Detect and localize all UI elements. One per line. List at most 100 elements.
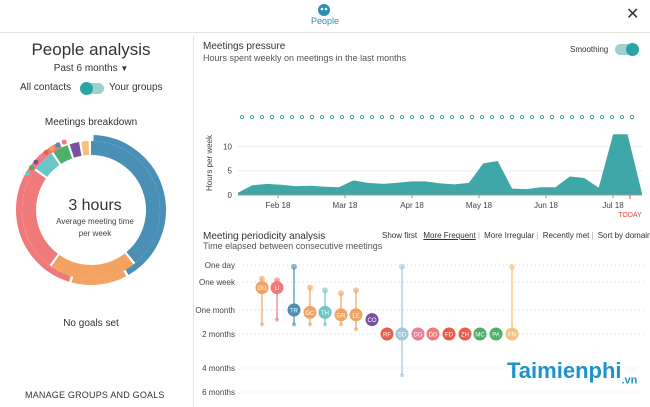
contact-label: MC	[475, 333, 485, 339]
donut-dot	[25, 171, 31, 176]
period-selector[interactable]: Past 6 months ▼	[0, 63, 182, 74]
meeting-dot	[549, 114, 554, 119]
donut-outer-segment	[71, 270, 127, 285]
close-icon[interactable]: ✕	[626, 6, 640, 23]
meeting-dot	[489, 114, 494, 119]
period-label: Past 6 months	[53, 63, 118, 74]
meeting-dot	[469, 114, 474, 119]
watermark-logo: Taimienphi.vn	[507, 358, 637, 386]
y-tick-label: 4 months	[202, 364, 235, 373]
donut-inner-segment	[22, 170, 59, 266]
filter-divider: |	[536, 231, 539, 240]
meeting-dot	[509, 114, 514, 119]
show-first-label: Show first	[382, 231, 418, 240]
contact-label: ZH	[461, 333, 469, 339]
pressure-area	[238, 134, 642, 195]
y-tick-label: One week	[199, 278, 236, 287]
meeting-dot	[339, 114, 344, 119]
contact-label: FD	[445, 333, 454, 339]
smoothing-knob	[626, 43, 639, 56]
contact-label: PA	[492, 333, 500, 339]
contact-marker	[365, 313, 379, 327]
contact-marker	[473, 327, 487, 341]
range-dot	[259, 275, 265, 282]
x-tick-label: May 18	[466, 201, 493, 210]
y-tick-label: 2 months	[202, 330, 235, 339]
meeting-dot	[359, 114, 364, 119]
contact-marker	[334, 308, 348, 322]
contact-marker	[303, 305, 317, 319]
periodicity-title: Meeting periodicity analysis	[203, 231, 326, 242]
meeting-dot	[609, 114, 614, 119]
x-tick-label: Feb 18	[266, 201, 291, 210]
meeting-dot	[589, 114, 594, 119]
contact-label: LE	[352, 313, 359, 319]
people-app-icon	[318, 4, 330, 16]
meeting-dot	[250, 114, 255, 119]
donut-center: 3 hours Average meeting time per week	[40, 197, 150, 239]
x-tick-label: Apr 18	[400, 201, 424, 210]
filter-more-irregular[interactable]: More Irregular	[484, 231, 535, 240]
contact-label: GU	[258, 286, 267, 292]
contact-label: LI	[274, 286, 279, 292]
meeting-dot	[479, 114, 484, 119]
filter-sort-by-domain[interactable]: Sort by domain	[597, 231, 650, 240]
periodicity-subtitle: Time elapsed between consecutive meeting…	[203, 241, 383, 251]
meeting-dot	[270, 114, 275, 119]
meetings-pressure-chart: 0 5 10 Hours per week Feb 18 Mar 18 Apr 18 May …	[205, 114, 642, 219]
contact-label: RF	[383, 333, 391, 339]
contact-label: FN	[508, 333, 516, 339]
chevron-down-icon: ▼	[120, 64, 129, 73]
donut-caption-1: Average meeting time	[56, 217, 134, 226]
all-contacts-label[interactable]: All contacts	[20, 82, 72, 93]
contact-marker	[270, 281, 284, 295]
y-tick-label: 0	[228, 191, 233, 200]
no-goals-text: No goals set	[63, 318, 119, 329]
range-dot	[399, 263, 405, 270]
y-tick-label: 10	[223, 142, 232, 151]
donut-dot	[61, 139, 67, 145]
y-tick-label: One month	[195, 306, 235, 315]
range-dot	[339, 322, 343, 327]
donut-dot	[29, 165, 35, 171]
range-dot	[323, 322, 327, 327]
donut-inner-segment	[53, 145, 73, 164]
range-dot	[275, 317, 279, 322]
meeting-dot	[559, 114, 564, 119]
meeting-dot	[449, 114, 454, 119]
y-tick-label: One day	[205, 261, 235, 270]
filter-recently-met[interactable]: Recently met	[542, 231, 590, 240]
contact-label: TR	[290, 309, 299, 315]
meeting-dot	[280, 114, 285, 119]
range-dot	[354, 327, 358, 332]
meeting-dot	[419, 114, 424, 119]
meeting-dot	[409, 114, 414, 119]
contact-marker	[380, 327, 394, 341]
y-tick-label: 5	[228, 167, 233, 176]
manage-groups-link[interactable]: MANAGE GROUPS AND GOALS	[25, 390, 165, 400]
range-dot	[308, 322, 312, 327]
x-tick-label: Jul 18	[602, 201, 624, 210]
contacts-groups-toggle[interactable]	[80, 82, 104, 95]
contact-marker	[505, 327, 519, 341]
meeting-dot	[329, 114, 334, 119]
range-dot	[260, 322, 264, 327]
filter-more-frequent[interactable]: More Frequent	[423, 231, 476, 240]
filter-divider: |	[477, 231, 480, 240]
meeting-dot	[369, 114, 374, 119]
range-dot	[291, 263, 297, 270]
y-tick-label: 6 months	[202, 388, 235, 397]
your-groups-label[interactable]: Your groups	[109, 82, 163, 93]
donut-inner-segment	[35, 153, 60, 178]
donut-inner-segment	[69, 142, 82, 158]
panel-divider	[193, 36, 194, 407]
donut-dot	[38, 154, 44, 160]
meeting-dot	[379, 114, 384, 119]
top-bar: People ✕	[0, 0, 650, 33]
contact-marker	[318, 305, 332, 319]
meeting-dot	[429, 114, 434, 119]
meeting-dot	[310, 114, 315, 119]
smoothing-toggle[interactable]	[615, 43, 639, 56]
contact-marker	[255, 281, 269, 295]
meeting-dot	[529, 114, 534, 119]
